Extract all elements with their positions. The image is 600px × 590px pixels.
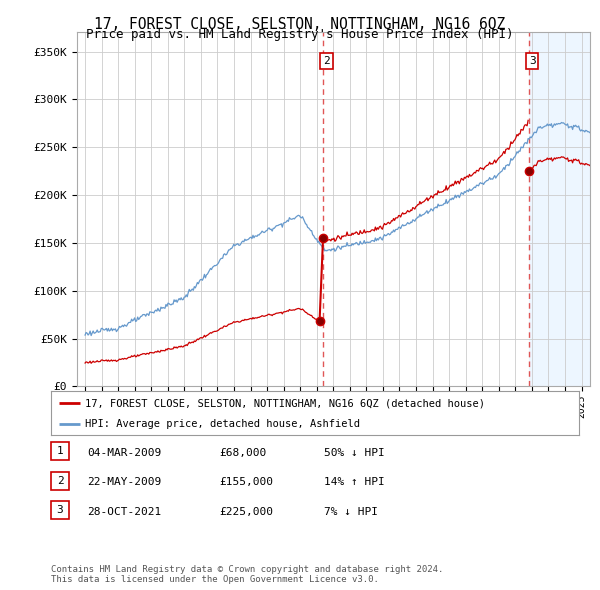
Text: £68,000: £68,000 bbox=[219, 448, 266, 457]
Text: 2: 2 bbox=[56, 476, 64, 486]
Text: £155,000: £155,000 bbox=[219, 477, 273, 487]
Text: 17, FOREST CLOSE, SELSTON, NOTTINGHAM, NG16 6QZ: 17, FOREST CLOSE, SELSTON, NOTTINGHAM, N… bbox=[94, 17, 506, 31]
Text: Price paid vs. HM Land Registry's House Price Index (HPI): Price paid vs. HM Land Registry's House … bbox=[86, 28, 514, 41]
Text: 17, FOREST CLOSE, SELSTON, NOTTINGHAM, NG16 6QZ (detached house): 17, FOREST CLOSE, SELSTON, NOTTINGHAM, N… bbox=[85, 398, 485, 408]
Text: 3: 3 bbox=[56, 506, 64, 515]
Text: Contains HM Land Registry data © Crown copyright and database right 2024.
This d: Contains HM Land Registry data © Crown c… bbox=[51, 565, 443, 584]
Bar bbox=[529, 32, 590, 386]
Text: 3: 3 bbox=[529, 56, 536, 66]
Text: 50% ↓ HPI: 50% ↓ HPI bbox=[324, 448, 385, 457]
Text: £225,000: £225,000 bbox=[219, 507, 273, 516]
Text: 1: 1 bbox=[56, 447, 64, 456]
Text: 22-MAY-2009: 22-MAY-2009 bbox=[87, 477, 161, 487]
Text: 04-MAR-2009: 04-MAR-2009 bbox=[87, 448, 161, 457]
Text: 14% ↑ HPI: 14% ↑ HPI bbox=[324, 477, 385, 487]
FancyBboxPatch shape bbox=[52, 442, 68, 460]
Text: HPI: Average price, detached house, Ashfield: HPI: Average price, detached house, Ashf… bbox=[85, 419, 361, 430]
Text: 2: 2 bbox=[323, 56, 330, 66]
FancyBboxPatch shape bbox=[52, 502, 68, 519]
FancyBboxPatch shape bbox=[52, 472, 68, 490]
Text: 28-OCT-2021: 28-OCT-2021 bbox=[87, 507, 161, 516]
Text: 7% ↓ HPI: 7% ↓ HPI bbox=[324, 507, 378, 516]
